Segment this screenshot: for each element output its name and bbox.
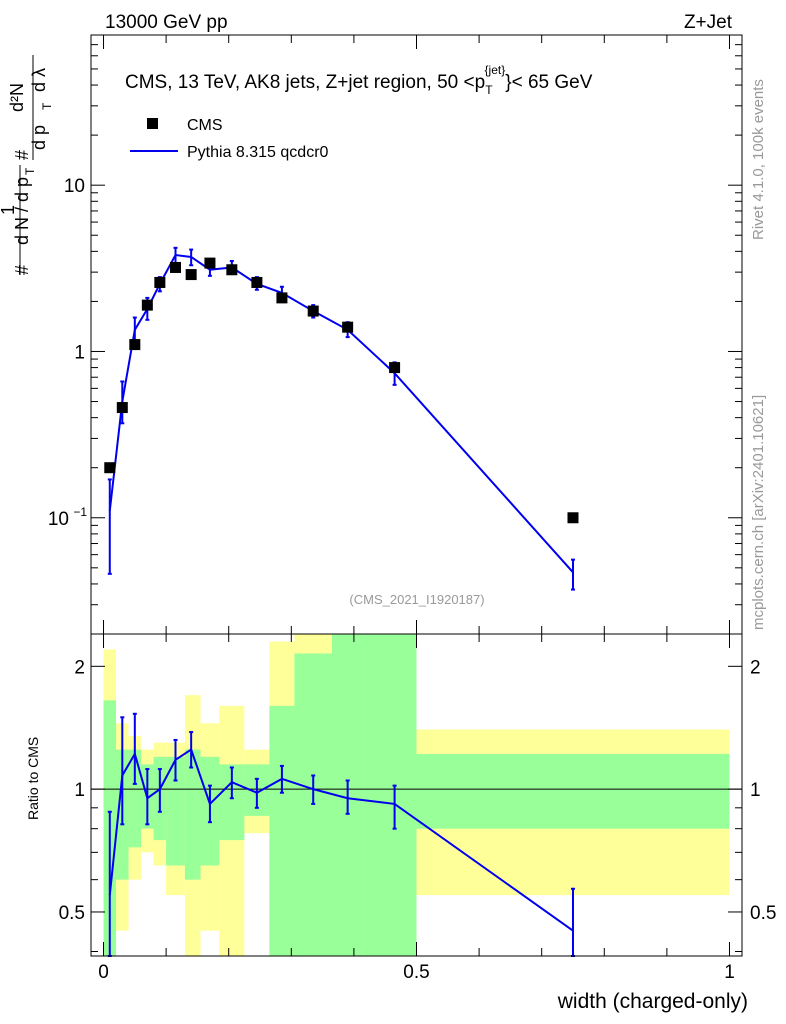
cms-point (204, 257, 216, 269)
cms-point (276, 292, 288, 304)
ylabel-hash-2: # (12, 150, 32, 160)
cms-point (567, 512, 579, 524)
ratio-ylabel: Ratio to CMS (25, 737, 41, 820)
ylabel-dN-dpT: d N / d p (12, 177, 32, 245)
cms-point (185, 269, 197, 281)
side-label-mcplots: mcplots.cern.ch [arXiv:2401.10621] (750, 395, 767, 630)
title-sup: {jet} (485, 63, 506, 77)
cms-point (389, 362, 401, 374)
plot-title: CMS, 13 TeV, AK8 jets, Z+jet region, 50 … (125, 63, 593, 97)
title-suffix: }< 65 GeV (505, 72, 592, 93)
ratio-ytick-label: 2 (74, 657, 85, 678)
uncertainty-band-1sigma (363, 634, 417, 956)
title-p: p (475, 72, 486, 93)
legend-label-pythia: Pythia 8.315 qcdcr0 (187, 144, 329, 161)
ratio-ytick-label: 0.5 (59, 903, 85, 924)
uncertainty-band-1sigma (128, 749, 142, 848)
pythia-line (108, 253, 574, 573)
cms-point (141, 299, 153, 311)
uncertainty-band-1sigma (269, 705, 295, 956)
title-prefix: CMS, 13 TeV, AK8 jets, Z+jet region, 50 … (125, 72, 475, 93)
main-ytick-label: 10 (64, 176, 85, 197)
x-axis-label: width (charged-only) (557, 990, 748, 1013)
ylabel-one: 1 (0, 205, 18, 215)
uncertainty-band-1sigma (184, 749, 201, 880)
cms-point (342, 321, 354, 333)
ylabel-d-pT: d p (29, 125, 49, 150)
ylabel-hash-1: # (12, 265, 32, 275)
cms-point (307, 305, 319, 317)
ratio-ytick-label-right: 0.5 (750, 903, 776, 924)
cms-point (170, 261, 182, 273)
main-ytick-label: 1 (74, 342, 85, 363)
main-panel: 10 −1 1 10 CMS, 13 TeV, AK8 jets, Z+jet reg… (0, 34, 743, 635)
ratio-ytick-label-right: 2 (750, 657, 761, 678)
header-right: Z+Jet (684, 12, 733, 33)
ratio-xtick-label: 0 (98, 962, 109, 983)
ratio-ytick-label: 1 (74, 780, 85, 801)
uncertainty-band-1sigma (416, 753, 730, 829)
header-left: 13000 GeV pp (105, 12, 228, 33)
main-ylabel: # d N / d p T 1 # d p T d λ d²N (0, 55, 54, 275)
legend-label-cms: CMS (187, 117, 223, 134)
cms-point (129, 339, 141, 351)
main-ytick-label: 10 (48, 509, 69, 530)
analysis-watermark: (CMS_2021_I1920187) (349, 592, 484, 607)
cms-point (226, 264, 238, 276)
ratio-xtick-label: 0.5 (403, 962, 429, 983)
ratio-panel: 0.5 0.5 1 1 2 2 0 0.5 1 Ratio to CMS width (char… (25, 633, 776, 1013)
main-ytick-exponent: −1 (73, 505, 87, 519)
ratio-xtick-label: 1 (724, 962, 735, 983)
uncertainty-band-1sigma (166, 756, 185, 866)
ylabel-sub-T1: T (23, 167, 37, 175)
side-label-rivet: Rivet 4.1.0, 100k events (750, 79, 767, 240)
ylabel-sub-T2: T (40, 102, 54, 110)
ylabel-dlambda: d λ (29, 68, 49, 92)
title-sub: T (485, 83, 493, 97)
legend-marker-cms (147, 118, 158, 129)
cms-point (154, 276, 166, 288)
cms-point (251, 276, 263, 288)
cms-point (116, 402, 128, 414)
ylabel-d2N: d²N (7, 83, 27, 112)
ratio-ytick-label-right: 1 (750, 780, 761, 801)
cms-point (104, 462, 116, 474)
